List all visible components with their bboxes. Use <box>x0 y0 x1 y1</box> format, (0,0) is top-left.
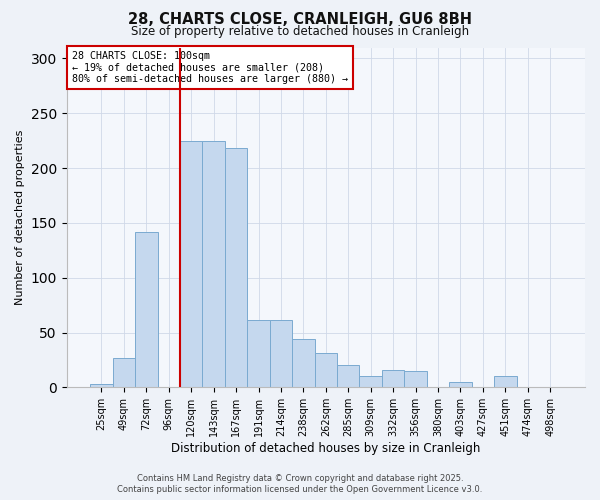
X-axis label: Distribution of detached houses by size in Cranleigh: Distribution of detached houses by size … <box>171 442 481 455</box>
Bar <box>494 376 517 388</box>
Bar <box>449 382 472 388</box>
Bar <box>225 148 247 388</box>
Text: Contains HM Land Registry data © Crown copyright and database right 2025.
Contai: Contains HM Land Registry data © Crown c… <box>118 474 482 494</box>
Bar <box>113 358 135 388</box>
Y-axis label: Number of detached properties: Number of detached properties <box>15 130 25 305</box>
Text: 28, CHARTS CLOSE, CRANLEIGH, GU6 8BH: 28, CHARTS CLOSE, CRANLEIGH, GU6 8BH <box>128 12 472 28</box>
Bar <box>404 371 427 388</box>
Bar <box>270 320 292 388</box>
Bar <box>90 384 113 388</box>
Bar <box>180 140 202 388</box>
Bar <box>337 366 359 388</box>
Bar <box>202 140 225 388</box>
Bar <box>314 354 337 388</box>
Bar <box>292 339 314 388</box>
Text: 28 CHARTS CLOSE: 100sqm
← 19% of detached houses are smaller (208)
80% of semi-d: 28 CHARTS CLOSE: 100sqm ← 19% of detache… <box>72 51 348 84</box>
Bar <box>359 376 382 388</box>
Bar <box>247 320 270 388</box>
Bar <box>382 370 404 388</box>
Text: Size of property relative to detached houses in Cranleigh: Size of property relative to detached ho… <box>131 25 469 38</box>
Bar <box>135 232 158 388</box>
